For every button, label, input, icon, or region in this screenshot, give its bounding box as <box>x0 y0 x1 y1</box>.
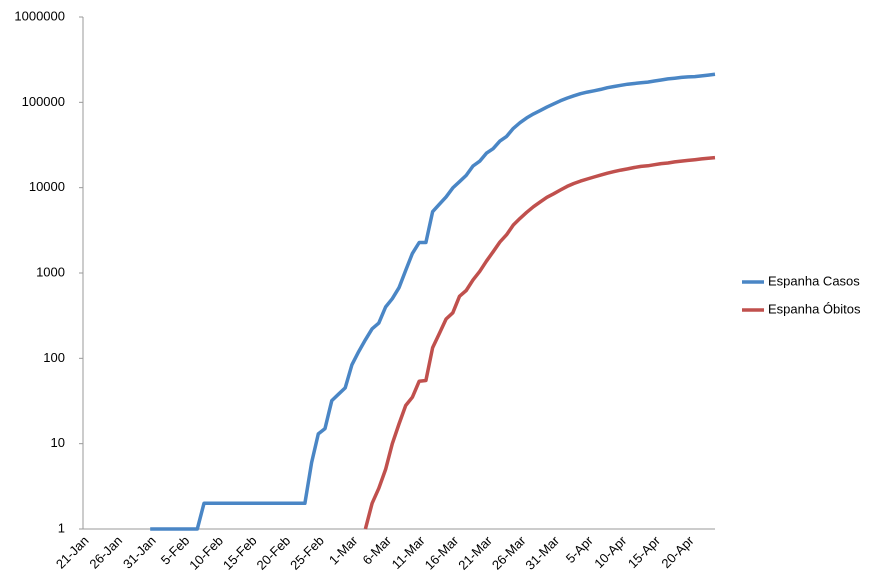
x-tick-label: 31-Mar <box>522 532 562 572</box>
x-tick-label: 25-Feb <box>287 533 327 573</box>
y-tick-label: 10000 <box>29 179 65 194</box>
y-tick-label: 100 <box>43 350 65 365</box>
x-tick-label: 15-Feb <box>220 533 260 573</box>
y-tick-label: 1000000 <box>14 8 65 23</box>
x-tick-label: 20-Apr <box>658 532 697 571</box>
x-tick-label: 1-Mar <box>326 532 361 567</box>
x-tick-label: 20-Feb <box>254 533 294 573</box>
x-tick-label: 26-Mar <box>489 532 529 572</box>
x-tick-label: 26-Jan <box>86 533 125 572</box>
x-tick-label: 10-Feb <box>186 533 226 573</box>
legend-label: Espanha Óbitos <box>768 301 861 316</box>
y-tick-label: 100000 <box>22 94 65 109</box>
x-tick-label: 11-Mar <box>389 532 429 572</box>
x-tick-label: 21-Mar <box>455 532 495 572</box>
series-line <box>150 72 716 531</box>
series-line <box>363 155 716 530</box>
x-tick-label: 15-Apr <box>625 532 664 571</box>
y-tick-label: 1 <box>58 520 65 535</box>
x-tick-label: 21-Jan <box>53 533 92 572</box>
legend-label: Espanha Casos <box>768 273 860 288</box>
x-tick-label: 16-Mar <box>422 532 462 572</box>
x-tick-label: 31-Jan <box>120 533 159 572</box>
y-tick-label: 10 <box>51 435 65 450</box>
y-tick-label: 1000 <box>36 264 65 279</box>
x-tick-label: 10-Apr <box>591 532 630 571</box>
